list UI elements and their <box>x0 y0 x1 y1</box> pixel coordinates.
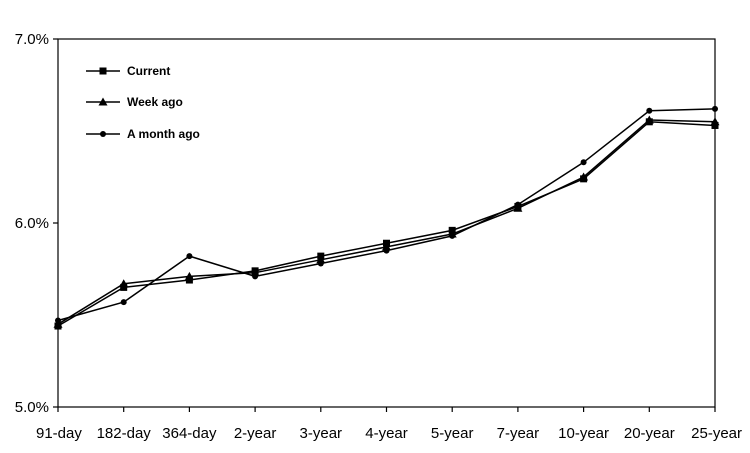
series-layer <box>53 105 720 330</box>
data-point <box>119 279 129 288</box>
data-point <box>514 201 521 208</box>
legend-label: A month ago <box>127 127 200 141</box>
y-tick-label: 7.0% <box>15 31 49 48</box>
x-tick-label: 3-year <box>300 425 343 442</box>
data-point <box>513 203 523 212</box>
data-point <box>579 172 589 181</box>
data-point <box>712 105 718 112</box>
x-tick-label: 4-year <box>365 425 408 442</box>
x-tick-label: 10-year <box>558 425 609 442</box>
data-point <box>449 232 456 239</box>
data-point <box>710 117 720 126</box>
data-point <box>53 319 63 328</box>
x-axis: 91-day 182-day 364-day 2-year 3-year 4-year 5-… <box>36 407 742 442</box>
data-point <box>186 253 193 260</box>
legend: Current Week ago A month ago <box>86 64 200 141</box>
x-tick-label: 7-year <box>497 425 540 442</box>
x-tick-label: 5-year <box>431 425 474 442</box>
y-axis: 5.0% 6.0% 7.0% <box>15 31 58 416</box>
legend-marker <box>98 97 108 106</box>
series-a-month-ago <box>55 105 718 324</box>
data-point <box>250 268 260 277</box>
x-tick-label: 20-year <box>624 425 675 442</box>
data-point <box>317 260 324 267</box>
x-tick-label: 182-day <box>97 425 152 442</box>
data-point <box>316 255 326 264</box>
data-point <box>55 317 61 324</box>
data-point <box>120 283 128 291</box>
x-tick-label: 25-year <box>691 425 742 442</box>
legend-label: Current <box>127 64 170 78</box>
data-point <box>580 159 587 166</box>
y-tick-label: 6.0% <box>15 215 49 232</box>
legend-item: A month ago <box>86 127 200 141</box>
y-tick-label: 5.0% <box>15 399 49 416</box>
data-point <box>120 299 127 306</box>
data-point <box>644 115 654 124</box>
data-point <box>382 242 391 251</box>
legend-marker <box>100 131 106 137</box>
legend-item: Current <box>86 64 170 78</box>
data-point <box>711 121 719 129</box>
data-point <box>383 247 390 254</box>
data-point <box>646 107 653 114</box>
x-tick-label: 2-year <box>234 425 277 442</box>
plot-area <box>57 38 716 408</box>
legend-label: Week ago <box>127 95 183 109</box>
data-point <box>185 276 193 284</box>
legend-item: Week ago <box>86 95 183 109</box>
legend-marker <box>99 67 107 75</box>
data-point <box>252 273 259 280</box>
x-tick-label: 364-day <box>162 425 217 442</box>
data-point <box>184 271 194 280</box>
x-tick-label: 91-day <box>36 425 82 442</box>
